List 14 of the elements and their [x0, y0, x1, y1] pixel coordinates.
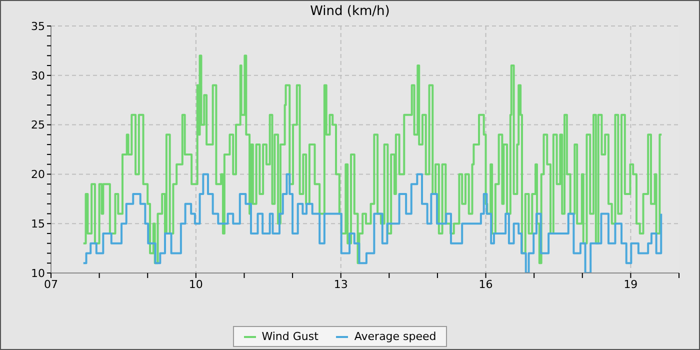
- x-tick-label: 19: [624, 278, 638, 291]
- x-tick-label: 07: [44, 278, 58, 291]
- legend-label: Average speed: [353, 330, 436, 343]
- x-tick-label: 10: [188, 278, 203, 291]
- y-tick-label: 25: [31, 118, 45, 132]
- y-tick-label: 30: [31, 69, 45, 82]
- y-tick-label: 10: [31, 266, 45, 280]
- chart-title: Wind (km/h): [309, 4, 391, 19]
- y-tick-label: 20: [31, 168, 45, 182]
- y-tick-label: 15: [31, 218, 45, 231]
- x-tick-label: 13: [334, 278, 348, 291]
- x-tick-label: 16: [478, 278, 493, 291]
- y-tick-label: 35: [31, 20, 45, 33]
- legend-label: Wind Gust: [260, 330, 318, 343]
